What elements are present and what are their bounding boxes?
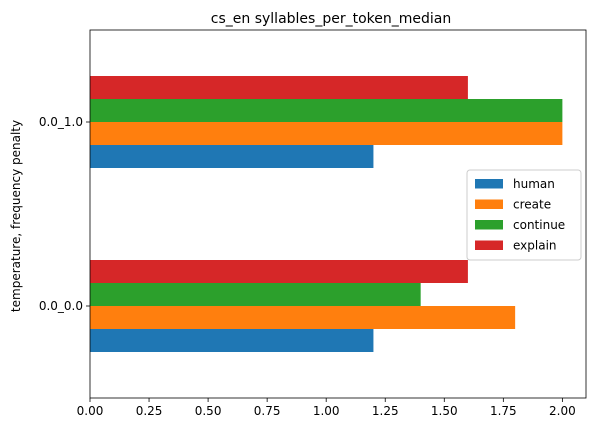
- bar-continue-0.0_1.0: [90, 99, 562, 122]
- y-tick-label: 0.0_1.0: [39, 115, 83, 129]
- bar-explain-0.0_1.0: [90, 76, 468, 99]
- y-ticks-group: 0.0_0.0 0.0_1.0: [39, 115, 90, 313]
- x-tick-label: 1.00: [313, 404, 340, 418]
- legend-swatch-continue: [475, 220, 503, 230]
- x-tick-label: 1.50: [431, 404, 458, 418]
- legend-swatch-human: [475, 179, 503, 189]
- x-tick-label: 1.25: [372, 404, 399, 418]
- bar-human-0.0_1.0: [90, 145, 373, 168]
- x-tick-label: 1.75: [490, 404, 517, 418]
- legend-swatch-explain: [475, 241, 503, 251]
- bar-create-0.0_0.0: [90, 306, 515, 329]
- y-tick-label: 0.0_0.0: [39, 299, 83, 313]
- legend-label-human: human: [513, 177, 555, 191]
- legend-label-continue: continue: [513, 218, 565, 232]
- bar-human-0.0_0.0: [90, 329, 373, 352]
- x-tick-label: 0.25: [136, 404, 163, 418]
- legend-label-explain: explain: [513, 239, 557, 253]
- legend: human create continue explain: [467, 170, 581, 260]
- bar-continue-0.0_0.0: [90, 283, 421, 306]
- bar-create-0.0_1.0: [90, 122, 562, 145]
- bar-explain-0.0_0.0: [90, 260, 468, 283]
- x-tick-label: 0.50: [195, 404, 222, 418]
- legend-label-create: create: [513, 198, 551, 212]
- x-tick-label: 0.75: [254, 404, 281, 418]
- y-axis-label: temperature, frequency penalty: [9, 120, 23, 312]
- x-ticks-group: 0.00 0.25 0.50 0.75 1.00 1.25 1.50 1.75 2.00: [77, 398, 576, 418]
- x-tick-label: 2.00: [549, 404, 576, 418]
- x-tick-label: 0.00: [77, 404, 104, 418]
- chart-title: cs_en syllables_per_token_median: [211, 11, 451, 27]
- legend-swatch-create: [475, 200, 503, 210]
